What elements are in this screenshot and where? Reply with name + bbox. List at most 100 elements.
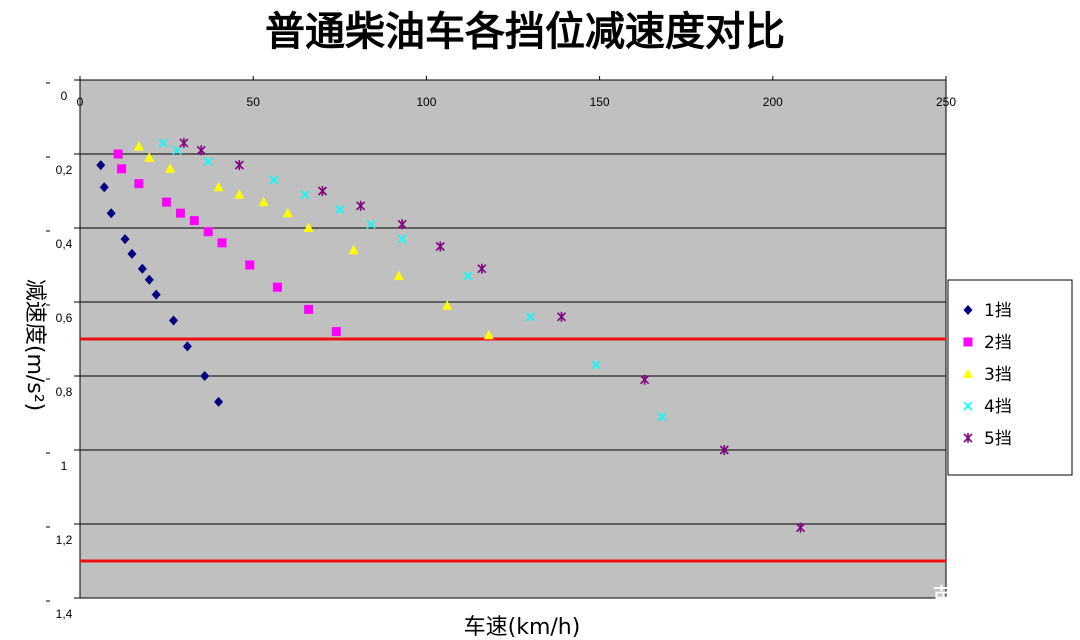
marker-stroke xyxy=(963,401,973,411)
legend-label: 3挡 xyxy=(984,365,1012,385)
data-point xyxy=(127,248,137,259)
data-point xyxy=(272,282,282,292)
data-point xyxy=(96,160,106,171)
data-point xyxy=(214,396,224,407)
series-gear-5 xyxy=(179,137,806,533)
data-point xyxy=(113,149,123,159)
data-point xyxy=(435,241,445,252)
data-point xyxy=(117,164,127,174)
data-point xyxy=(356,200,366,211)
data-point xyxy=(258,196,269,207)
data-point xyxy=(719,445,729,455)
data-point xyxy=(196,145,206,156)
data-point xyxy=(269,175,279,185)
data-point xyxy=(795,522,806,533)
y-tick-label: 0,2 xyxy=(56,163,73,177)
series-gear-2 xyxy=(113,149,341,337)
x-tick-label: 250 xyxy=(936,95,956,109)
x-tick-label: 150 xyxy=(590,95,610,109)
y-tick-label: 0,8 xyxy=(56,385,73,399)
data-point xyxy=(144,274,154,285)
data-point xyxy=(151,289,161,300)
data-point xyxy=(106,208,116,219)
data-point xyxy=(282,207,293,218)
y-tick-label: 1,2 xyxy=(56,533,73,547)
data-point xyxy=(393,270,404,281)
data-points xyxy=(96,137,806,533)
data-point xyxy=(213,181,224,192)
marker-stroke xyxy=(203,156,213,166)
y-tick-label: 0,6 xyxy=(56,311,73,325)
legend-marker xyxy=(963,401,973,411)
marker-stroke xyxy=(172,145,182,155)
data-point xyxy=(120,234,130,245)
data-point xyxy=(463,271,473,281)
legend-label: 4挡 xyxy=(984,397,1012,417)
data-point xyxy=(217,238,227,248)
series-gear-3 xyxy=(133,141,494,340)
marker-stroke xyxy=(591,360,601,370)
chart-title: 普通柴油车各挡位减速度对比 xyxy=(265,9,785,55)
marker-stroke xyxy=(525,312,535,322)
y-tick-label: 0,4 xyxy=(56,237,73,251)
y-axis-ticks: 0 0,2 0,4 0,6 0,8 1 1,2 1,4 xyxy=(46,79,80,621)
data-point xyxy=(525,312,535,322)
y-axis-title: 减速度(m/s²) xyxy=(22,279,47,411)
data-point xyxy=(158,138,168,148)
series-gear-4 xyxy=(158,138,667,422)
data-point xyxy=(640,374,650,385)
data-point xyxy=(133,141,144,151)
legend-label: 1挡 xyxy=(984,301,1012,321)
reference-lines xyxy=(80,337,946,563)
data-point xyxy=(203,156,213,166)
x-tick-label: 50 xyxy=(247,95,261,109)
series-gear-1 xyxy=(96,160,224,407)
data-point xyxy=(175,208,185,218)
data-point xyxy=(172,145,182,155)
data-point xyxy=(144,152,155,162)
y-tick-label: 1,4 xyxy=(56,607,73,621)
marker-stroke xyxy=(269,175,279,185)
watermark: 萝卜报告 xyxy=(932,583,1052,618)
data-point xyxy=(134,179,144,189)
data-point xyxy=(397,219,407,230)
x-tick-label: 200 xyxy=(763,95,783,109)
legend-marker xyxy=(963,433,973,443)
marker-stroke xyxy=(300,190,310,200)
data-point xyxy=(317,186,328,196)
marker-stroke xyxy=(158,138,168,148)
data-point xyxy=(162,197,172,207)
legend-label: 5挡 xyxy=(984,429,1012,449)
data-point xyxy=(304,304,314,314)
data-point xyxy=(99,182,109,193)
legend: 1挡 2挡 3挡 4挡 5挡 xyxy=(947,279,1073,476)
y-tick-label: 1 xyxy=(61,459,68,473)
data-point xyxy=(483,329,494,340)
x-tick-label: 100 xyxy=(416,95,436,109)
data-point xyxy=(189,216,199,226)
data-point xyxy=(165,163,176,173)
data-point xyxy=(366,219,376,229)
data-point xyxy=(169,315,179,326)
data-point xyxy=(137,263,147,274)
legend-marker xyxy=(963,368,973,378)
data-point xyxy=(300,190,310,200)
data-point xyxy=(331,327,341,337)
x-axis-title: 车速(km/h) xyxy=(464,615,581,640)
data-point xyxy=(234,160,244,171)
data-point xyxy=(234,189,245,199)
data-point xyxy=(591,360,601,370)
data-point xyxy=(200,371,210,381)
legend-label: 2挡 xyxy=(984,333,1012,353)
data-point xyxy=(303,222,314,232)
data-point xyxy=(245,260,255,270)
data-point xyxy=(203,227,213,237)
legend-marker xyxy=(963,305,973,315)
data-point xyxy=(477,263,487,274)
marker-stroke xyxy=(657,412,667,422)
marker-stroke xyxy=(335,204,345,215)
y-tick-label: 0 xyxy=(61,89,68,103)
data-point xyxy=(182,341,192,352)
data-point xyxy=(397,234,407,244)
